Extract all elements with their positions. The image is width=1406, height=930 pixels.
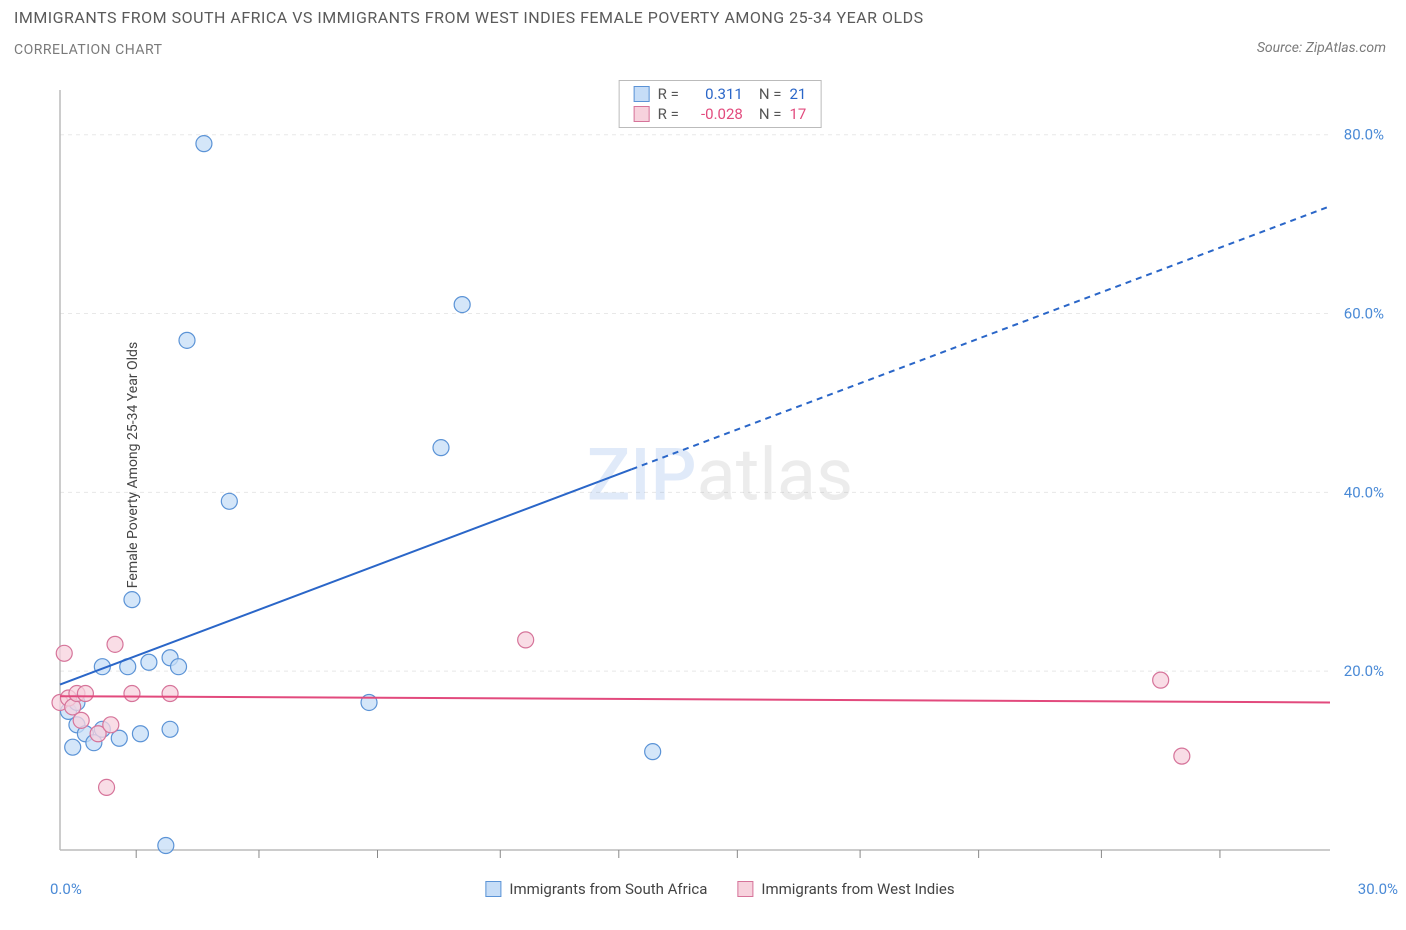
scatter-chart: 20.0% 40.0% 60.0% 80.0%: [50, 80, 1390, 870]
n-value-0: 21: [789, 85, 806, 103]
series-legend: Immigrants from South Africa Immigrants …: [485, 880, 954, 898]
x-axis-max-label: 30.0%: [1358, 880, 1398, 898]
n-label-0: N =: [759, 85, 782, 103]
svg-text:60.0%: 60.0%: [1344, 305, 1384, 323]
r-value-0: 0.311: [687, 85, 743, 103]
n-label-1: N =: [759, 105, 782, 123]
swatch-bottom-1: [737, 881, 753, 897]
legend-row-series-0: R = 0.311 N = 21: [634, 85, 807, 103]
source-name: ZipAtlas.com: [1306, 40, 1386, 56]
swatch-series-0: [634, 86, 650, 102]
legend-row-series-1: R = -0.028 N = 17: [634, 105, 807, 123]
correlation-legend: R = 0.311 N = 21 R = -0.028 N = 17: [619, 80, 822, 128]
svg-text:80.0%: 80.0%: [1344, 126, 1384, 144]
source-label: Source:: [1257, 40, 1306, 56]
legend-label-1: Immigrants from West Indies: [761, 880, 954, 898]
legend-item-0: Immigrants from South Africa: [485, 880, 707, 898]
r-label-0: R =: [658, 85, 679, 103]
svg-text:20.0%: 20.0%: [1344, 662, 1384, 680]
chart-subtitle: CORRELATION CHART: [14, 42, 162, 58]
swatch-series-1: [634, 106, 650, 122]
legend-item-1: Immigrants from West Indies: [737, 880, 954, 898]
r-label-1: R =: [658, 105, 679, 123]
source-credit: Source: ZipAtlas.com: [1257, 40, 1386, 56]
x-axis-min-label: 0.0%: [50, 880, 82, 898]
n-value-1: 17: [789, 105, 806, 123]
chart-title: IMMIGRANTS FROM SOUTH AFRICA VS IMMIGRAN…: [14, 8, 924, 27]
legend-label-0: Immigrants from South Africa: [509, 880, 707, 898]
plot-area: 20.0%40.0%60.0%80.0% ZIPatlas R = 0.311 …: [50, 80, 1390, 870]
svg-text:40.0%: 40.0%: [1344, 483, 1384, 501]
swatch-bottom-0: [485, 881, 501, 897]
r-value-1: -0.028: [687, 105, 743, 123]
